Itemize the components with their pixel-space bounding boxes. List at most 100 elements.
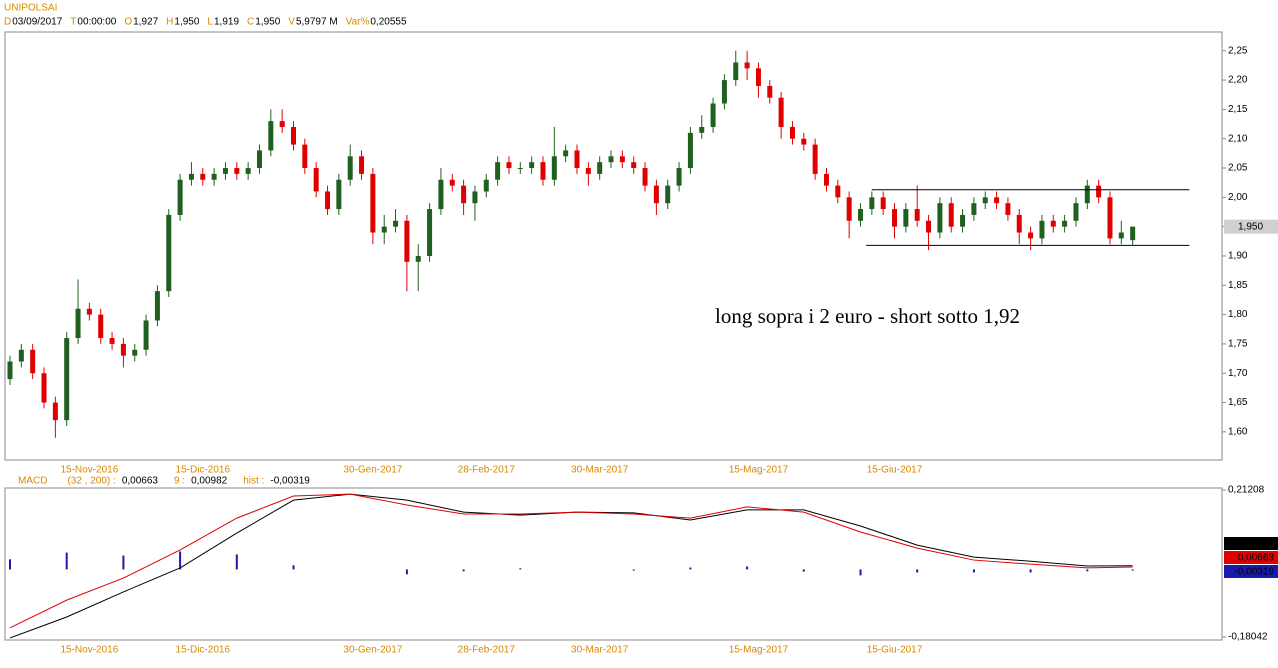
candle-body	[132, 349, 138, 356]
candle-body	[926, 220, 932, 233]
candle-body	[744, 62, 750, 69]
candle-body	[449, 179, 455, 186]
y-tick-label: 1,80	[1228, 309, 1248, 320]
header-key: L	[207, 17, 213, 28]
candle-body	[710, 103, 716, 127]
header-key: H	[166, 17, 173, 28]
candle-body	[154, 291, 160, 321]
header-value: 00:00:00	[77, 17, 116, 28]
candle-body	[268, 121, 274, 151]
candle-body	[109, 338, 115, 344]
x-tick-label: 15-Giu-2017	[867, 465, 923, 476]
candle-body	[846, 197, 852, 221]
header-value: 1,927	[133, 17, 158, 28]
candle-body	[472, 191, 478, 204]
legend-value: -0,00319	[270, 476, 310, 487]
candle-body	[517, 168, 523, 170]
x-tick-label: 28-Feb-2017	[458, 465, 516, 476]
candle-body	[948, 203, 954, 227]
y-tick-label: 0,21208	[1228, 485, 1265, 496]
candle-body	[359, 156, 365, 174]
indicator-name: MACD	[18, 476, 47, 487]
candle-body	[143, 320, 149, 350]
current-value-label: 0,00663	[1238, 553, 1275, 564]
candle-body	[801, 138, 807, 145]
candle-body	[880, 197, 886, 210]
header-value: 0,20555	[370, 17, 407, 28]
candle-body	[529, 162, 535, 169]
header-key: Var%	[346, 17, 370, 28]
candle-body	[812, 144, 818, 174]
candle-body	[30, 349, 36, 374]
candle-body	[200, 173, 206, 180]
candle-body	[1062, 220, 1068, 227]
candle-body	[325, 191, 331, 210]
candle-body	[858, 209, 863, 221]
x-tick-label: 30-Gen-2017	[343, 465, 402, 476]
current-price-box	[1224, 219, 1278, 234]
candle-body	[1016, 214, 1022, 233]
candle-body	[597, 162, 603, 174]
candle-body	[971, 203, 977, 215]
candle-body	[903, 209, 909, 227]
candle-body	[120, 343, 126, 356]
current-value-label: 0,00982	[1238, 539, 1275, 550]
candle-body	[18, 349, 24, 362]
candle-body	[347, 156, 353, 180]
annotation: long sopra i 2 euro - short sotto 1,92	[715, 304, 1020, 328]
y-tick-label: 1,75	[1228, 339, 1248, 350]
y-tick-label: 2,25	[1228, 45, 1248, 56]
legend-name: (32 , 200) :	[67, 476, 115, 487]
macd-panel	[4, 487, 1223, 641]
x-tick-label: 15-Nov-2016	[60, 465, 118, 476]
candle-body	[75, 308, 81, 339]
candle-body	[642, 168, 648, 186]
header-value: 1,919	[214, 17, 239, 28]
candle-body	[585, 168, 591, 174]
candle-body	[393, 220, 399, 227]
candle-body	[234, 168, 240, 174]
candle-body	[755, 68, 761, 86]
candle-body	[370, 173, 376, 233]
candle-body	[699, 126, 705, 133]
candle-body	[994, 197, 1000, 204]
candle-body	[256, 150, 262, 169]
candle-body	[823, 173, 829, 186]
candle-body	[676, 168, 682, 186]
candle-body	[869, 197, 875, 210]
candle-body	[767, 85, 773, 98]
price-panel	[4, 31, 1223, 461]
current-value-box	[1224, 551, 1278, 564]
candle-body	[721, 80, 727, 104]
x-tick-label: 30-Gen-2017	[343, 645, 402, 656]
y-tick-label: 1,90	[1228, 251, 1248, 262]
x-tick-label: 28-Feb-2017	[458, 645, 516, 656]
candle-body	[960, 214, 966, 227]
candle-body	[1107, 197, 1113, 239]
candle-body	[166, 214, 172, 292]
x-tick-label: 15-Mag-2017	[729, 645, 789, 656]
macd-line	[9, 493, 1133, 639]
candle-body	[7, 361, 13, 380]
candle-body	[177, 179, 183, 215]
x-tick-label: 15-Dic-2016	[176, 465, 231, 476]
candle-body	[336, 179, 342, 210]
y-tick-label: -0,18042	[1228, 632, 1268, 643]
y-tick-label: 2,20	[1228, 75, 1248, 86]
candle-body	[438, 179, 444, 210]
candle-body	[619, 156, 625, 163]
candle-body	[461, 185, 467, 204]
candle-body	[415, 255, 421, 262]
candle-body	[937, 203, 943, 233]
candle-body	[86, 308, 92, 315]
header-value: 1,950	[174, 17, 199, 28]
y-tick-label: 1,65	[1228, 397, 1248, 408]
candle-body	[291, 126, 296, 145]
candle-body	[1084, 185, 1090, 204]
candle-body	[653, 185, 659, 204]
candle-body	[41, 373, 47, 403]
candle-body	[313, 168, 319, 192]
candle-body	[1050, 220, 1056, 227]
candle-body	[631, 162, 637, 169]
